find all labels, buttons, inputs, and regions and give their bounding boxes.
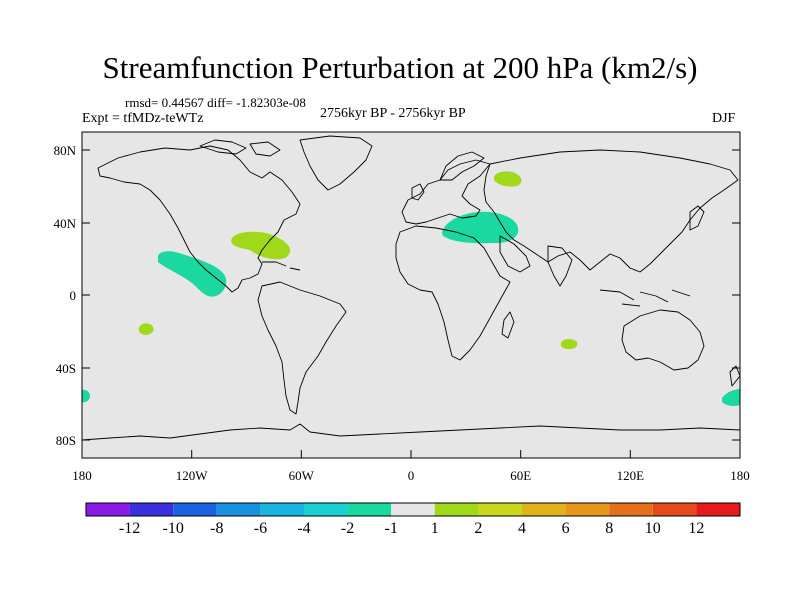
stats-line: rmsd= 0.44567 diff= -1.82303e-08 xyxy=(125,95,306,110)
y-tick-label: 40N xyxy=(54,216,77,231)
colorbar-label: -4 xyxy=(297,520,310,537)
colorbar-swatch xyxy=(304,503,348,516)
y-tick-label: 40S xyxy=(56,361,76,376)
africa-coast xyxy=(395,225,511,361)
india-coast xyxy=(547,245,573,287)
x-tick-label: 180 xyxy=(730,468,750,483)
x-tick-label: 180 xyxy=(72,468,92,483)
x-tick-label: 60W xyxy=(289,468,315,483)
colorbar-swatch xyxy=(609,503,653,516)
colorbar-label: 2 xyxy=(474,520,482,537)
asia-coast xyxy=(483,149,739,273)
coastlines xyxy=(81,135,741,441)
mediterranean-anomaly xyxy=(442,211,519,244)
colorbar-swatch xyxy=(129,503,174,516)
australia-coast xyxy=(621,309,705,371)
colorbar-label: 1 xyxy=(431,520,439,537)
x-tick-label: 60E xyxy=(510,468,531,483)
colorbar-swatch xyxy=(86,503,130,516)
scandinavia-coast xyxy=(439,151,485,181)
colorbar-label: 6 xyxy=(562,520,570,537)
colorbar-swatch xyxy=(478,503,522,516)
colorbar-label: -1 xyxy=(385,520,398,537)
x-tick-label: 120E xyxy=(617,468,645,483)
south-pacific-anomaly xyxy=(138,323,154,335)
colorbar-swatch xyxy=(696,503,740,516)
colorbar-swatch xyxy=(522,503,566,516)
y-tick-label: 80S xyxy=(56,433,76,448)
x-tick-labels: 180 120W 60W 0 60E 120E 180 xyxy=(72,468,750,483)
colorbar-swatch xyxy=(173,503,217,516)
colorbar-swatch xyxy=(652,503,697,516)
y-axis xyxy=(82,149,740,441)
colorbar-label: -10 xyxy=(163,520,184,537)
colorbar-label: -2 xyxy=(341,520,354,537)
north-america-coast xyxy=(97,145,301,293)
east-pacific-anomaly xyxy=(158,251,227,297)
colorbar-swatch xyxy=(434,503,479,516)
madagascar-coast xyxy=(501,311,515,339)
colorbar-label: 4 xyxy=(518,520,526,537)
indian-ocean-anomaly xyxy=(560,339,578,350)
colorbar-swatch xyxy=(347,503,392,516)
greenland-coast xyxy=(299,135,373,191)
arabia-coast xyxy=(499,235,531,273)
south-america-coast xyxy=(257,281,347,415)
colorbar-label: -8 xyxy=(210,520,223,537)
experiment-label: Expt = tfMDz-teWTz xyxy=(82,111,204,126)
southern-ocean-east-anomaly xyxy=(722,389,740,406)
japan-coast xyxy=(689,205,705,231)
colorbar xyxy=(85,502,741,517)
indonesia-coast xyxy=(599,289,691,307)
colorbar-swatch xyxy=(565,503,610,516)
arctic-islands-coast xyxy=(199,139,281,157)
colorbar-swatch xyxy=(216,503,261,516)
antarctica-coast xyxy=(81,423,741,441)
x-axis xyxy=(81,450,741,458)
southern-ocean-west-anomaly xyxy=(82,389,90,403)
y-tick-labels: 80N 40N 0 40S 80S xyxy=(54,143,77,448)
colorbar-label: 10 xyxy=(645,520,661,537)
anomaly-layer xyxy=(82,171,740,406)
north-america-anomaly xyxy=(231,231,291,260)
russia-anomaly xyxy=(494,171,522,187)
colorbar-label: -6 xyxy=(254,520,267,537)
colorbar-frame xyxy=(85,502,741,517)
x-tick-label: 0 xyxy=(408,468,415,483)
colorbar-labels: -12 -10 -8 -6 -4 -2 -1 1 2 4 6 8 10 12 xyxy=(119,520,704,537)
time-range-label: 2756kyr BP - 2756kyr BP xyxy=(320,106,466,121)
uk-coast xyxy=(411,183,425,201)
y-tick-label: 80N xyxy=(54,143,77,158)
colorbar-swatch xyxy=(391,503,435,516)
colorbar-swatch xyxy=(260,503,304,516)
colorbar-label: 8 xyxy=(605,520,613,537)
map-background xyxy=(82,132,740,458)
colorbar-label: -12 xyxy=(119,520,140,537)
plot-title: Streamfunction Perturbation at 200 hPa (… xyxy=(102,50,698,85)
colorbar-label: 12 xyxy=(688,520,704,537)
x-tick-label: 120W xyxy=(176,468,209,483)
caribbean-coast xyxy=(262,261,301,271)
season-label: DJF xyxy=(712,111,736,126)
y-tick-label: 0 xyxy=(70,288,77,303)
europe-coast xyxy=(401,159,491,225)
